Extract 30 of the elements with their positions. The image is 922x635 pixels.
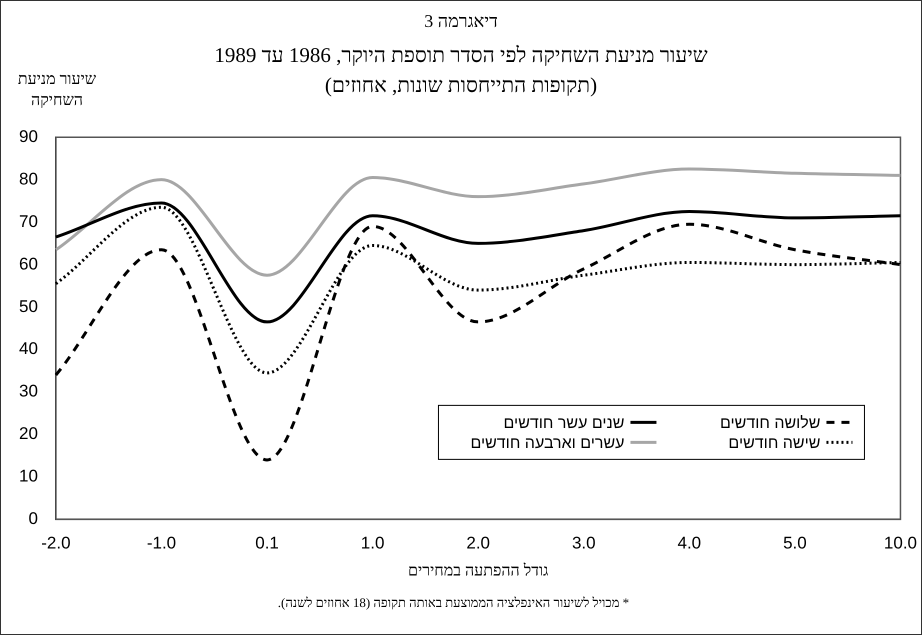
y-tick-label: 90 <box>18 126 38 146</box>
legend-label: שלושה חודשים <box>720 414 820 432</box>
legend-label: עשרים וארבעה חודשים <box>470 434 624 452</box>
y-tick-label: 20 <box>18 424 38 444</box>
y-tick-label: 80 <box>18 169 38 188</box>
y-tick-label: 50 <box>18 296 38 316</box>
y-axis-title: שיעור מניעת השחיקה <box>16 70 98 111</box>
x-tick-label: 1.0 <box>360 533 384 552</box>
legend-label: שישה חודשים <box>728 434 820 452</box>
text: דיאגרמה 3 <box>423 11 499 32</box>
y-tick-label: 30 <box>18 382 38 401</box>
text: * מכויל לשיעור האינפלציה הממוצעת באותה תקופה (18 אחוזים לשנה). <box>276 595 630 611</box>
y-tick-label: 0 <box>28 509 38 528</box>
x-tick-label: 3.0 <box>572 533 596 552</box>
line-series <box>54 168 902 277</box>
x-axis-title: גודל ההפתעה במחירים <box>408 562 548 580</box>
chart-subtitle: (תקופות התייחסות שונות, אחוזים) <box>324 73 598 97</box>
y-tick-label: 60 <box>18 254 38 274</box>
x-tick-label: 4.0 <box>678 533 702 552</box>
y-tick-label: 40 <box>18 339 38 358</box>
y-tick-label: 70 <box>18 212 38 231</box>
x-tick-label: -2.0 <box>41 533 71 552</box>
x-tick-label: 2.0 <box>466 533 490 552</box>
x-tick-label: -1.0 <box>146 533 176 552</box>
x-tick-label: 5.0 <box>783 533 807 552</box>
legend-label: שנים עשר חודשים <box>504 414 624 432</box>
chart-title: שיעור מניעת השחיקה לפי הסדר תוספת היוקר, 1986 עד 1989 <box>213 43 709 68</box>
x-tick-label: 0.1 <box>255 533 279 552</box>
y-tick-label: 10 <box>18 466 38 486</box>
x-tick-label: 10.0 <box>884 533 918 552</box>
